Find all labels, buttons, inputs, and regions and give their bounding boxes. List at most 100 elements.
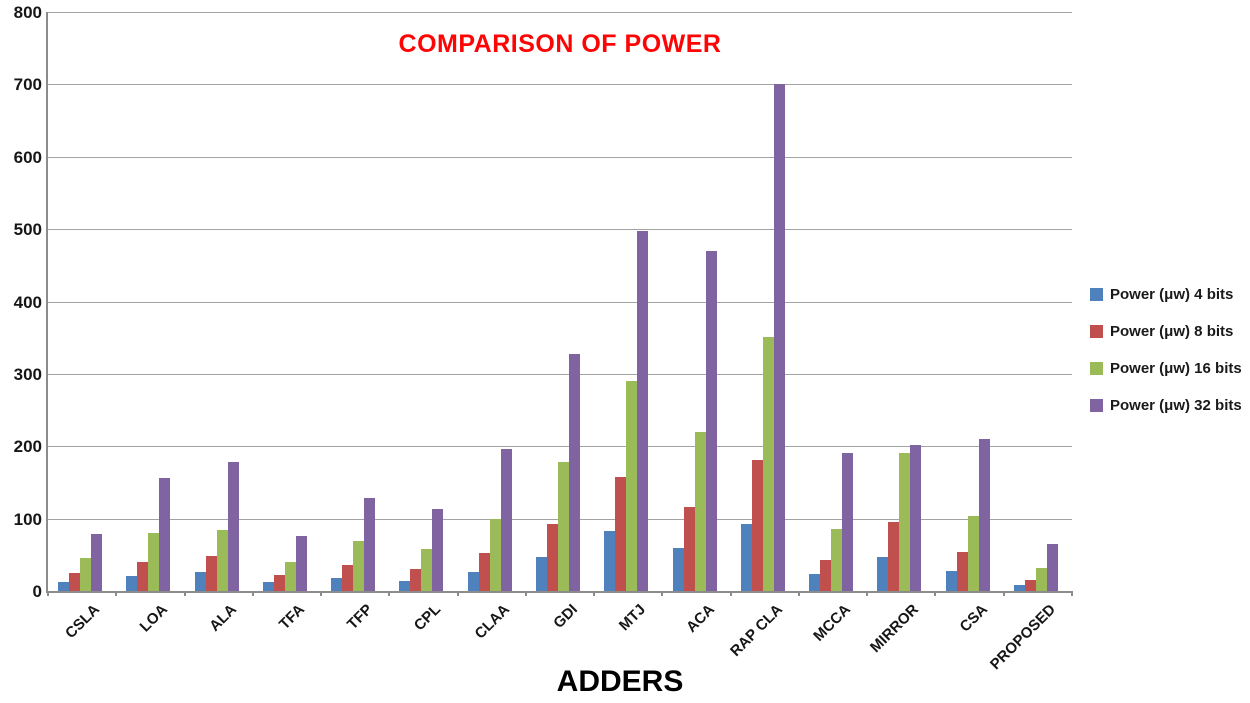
- bar-ala-32bits: [227, 462, 239, 591]
- gridline-400: [48, 301, 1072, 303]
- bar-tfa-4bits: [262, 582, 274, 591]
- x-axis-tick: [661, 591, 664, 596]
- legend-label: Power (μw) 8 bits: [1110, 323, 1234, 340]
- bar-claa-8bits: [478, 552, 490, 591]
- bar-csla-4bits: [58, 581, 70, 591]
- bar-mirror-16bits: [899, 452, 911, 591]
- bar-gdi-4bits: [536, 556, 547, 591]
- bar-csa-32bits: [978, 439, 990, 591]
- bar-aca-32bits: [705, 250, 717, 591]
- bar-mtj-8bits: [615, 476, 627, 591]
- gridline-700: [48, 84, 1072, 86]
- bar-csa-4bits: [945, 571, 957, 591]
- legend-label: Power (μw) 32 bits: [1110, 397, 1242, 414]
- bar-ala-4bits: [194, 572, 206, 591]
- bar-csla-8bits: [69, 572, 81, 591]
- bar-gdi-32bits: [569, 353, 580, 591]
- bar-cpl-32bits: [432, 509, 444, 591]
- y-tick-label-200: 200: [13, 437, 42, 457]
- bar-mcca-4bits: [809, 573, 821, 591]
- y-axis-line: [46, 12, 48, 591]
- x-axis-tick: [797, 591, 800, 596]
- y-tick-label-500: 500: [13, 220, 42, 240]
- bar-aca-4bits: [672, 547, 684, 591]
- x-axis-tick: [47, 591, 49, 596]
- chart-legend: Power (μw) 4 bits Power (μw) 8 bits Power …: [1090, 276, 1242, 424]
- x-axis-tick: [524, 591, 527, 596]
- bar-tfp-8bits: [342, 564, 354, 591]
- bar-loa-8bits: [137, 562, 149, 591]
- x-axis-tick: [934, 591, 937, 596]
- y-tick-label-100: 100: [13, 509, 42, 529]
- legend-swatch-icon: [1090, 399, 1103, 412]
- bar-csa-16bits: [967, 516, 979, 591]
- bar-mtj-32bits: [637, 231, 649, 591]
- legend-label: Power (μw) 16 bits: [1110, 360, 1242, 377]
- gridline-200: [48, 446, 1072, 448]
- bar-ala-8bits: [205, 555, 217, 591]
- bar-rap-cla-8bits: [751, 460, 763, 591]
- bar-aca-8bits: [683, 507, 695, 591]
- bar-mcca-32bits: [842, 453, 854, 591]
- x-axis-tick: [1071, 591, 1073, 596]
- bar-proposed-32bits: [1046, 543, 1058, 591]
- bar-mirror-4bits: [877, 556, 889, 591]
- bar-loa-16bits: [148, 533, 160, 591]
- bar-rap-cla-32bits: [773, 84, 785, 591]
- bar-tfa-16bits: [284, 562, 296, 591]
- bar-aca-16bits: [694, 431, 706, 591]
- bar-mtj-16bits: [626, 381, 638, 591]
- y-tick-label-800: 800: [13, 3, 42, 22]
- gridline-300: [48, 373, 1072, 375]
- bar-rap-cla-4bits: [740, 524, 752, 591]
- bar-claa-4bits: [467, 572, 479, 591]
- x-axis-tick: [251, 591, 254, 596]
- x-axis-tick: [1002, 591, 1005, 596]
- legend-item-16bits: Power (μw) 16 bits: [1090, 350, 1242, 387]
- x-axis-tick: [115, 591, 118, 596]
- x-axis-tick: [866, 591, 869, 596]
- bar-proposed-4bits: [1013, 585, 1025, 591]
- bar-proposed-16bits: [1035, 567, 1047, 591]
- gridline-600: [48, 156, 1072, 158]
- category-label-proposed: PROPOSED: [986, 601, 1059, 674]
- bar-claa-32bits: [500, 449, 512, 591]
- y-tick-label-300: 300: [13, 364, 42, 384]
- bar-loa-4bits: [126, 575, 138, 591]
- bar-mtj-4bits: [604, 530, 616, 591]
- y-tick-label-400: 400: [13, 292, 42, 312]
- bar-csa-8bits: [956, 551, 968, 591]
- gridline-500: [48, 229, 1072, 231]
- bar-csla-16bits: [80, 558, 92, 591]
- bar-tfa-32bits: [295, 535, 307, 591]
- bar-cpl-16bits: [421, 549, 433, 591]
- chart-title: COMPARISON OF POWER: [398, 30, 722, 58]
- bar-cpl-8bits: [410, 569, 422, 591]
- bar-rap-cla-16bits: [762, 336, 774, 591]
- x-axis-tick: [320, 591, 323, 596]
- bar-tfp-32bits: [364, 498, 376, 591]
- legend-item-8bits: Power (μw) 8 bits: [1090, 313, 1242, 350]
- bar-mcca-8bits: [820, 559, 832, 591]
- x-axis-line: [46, 591, 1072, 593]
- bar-proposed-8bits: [1024, 580, 1036, 591]
- gridline-800: [48, 12, 1072, 13]
- legend-swatch-icon: [1090, 325, 1103, 338]
- bar-claa-16bits: [489, 518, 501, 591]
- bar-mirror-32bits: [910, 444, 922, 591]
- x-axis-tick: [729, 591, 732, 596]
- legend-item-4bits: Power (μw) 4 bits: [1090, 276, 1242, 313]
- bar-tfp-16bits: [353, 541, 365, 591]
- x-axis-tick: [456, 591, 459, 596]
- y-tick-label-0: 0: [32, 582, 42, 601]
- legend-label: Power (μw) 4 bits: [1110, 286, 1234, 303]
- bar-tfp-4bits: [331, 577, 343, 591]
- legend-swatch-icon: [1090, 288, 1103, 301]
- bar-mirror-8bits: [888, 521, 900, 591]
- bar-csla-32bits: [91, 533, 103, 591]
- bar-mcca-16bits: [831, 529, 843, 591]
- bar-loa-32bits: [159, 478, 171, 591]
- bar-gdi-8bits: [547, 523, 558, 591]
- bar-gdi-16bits: [558, 462, 569, 591]
